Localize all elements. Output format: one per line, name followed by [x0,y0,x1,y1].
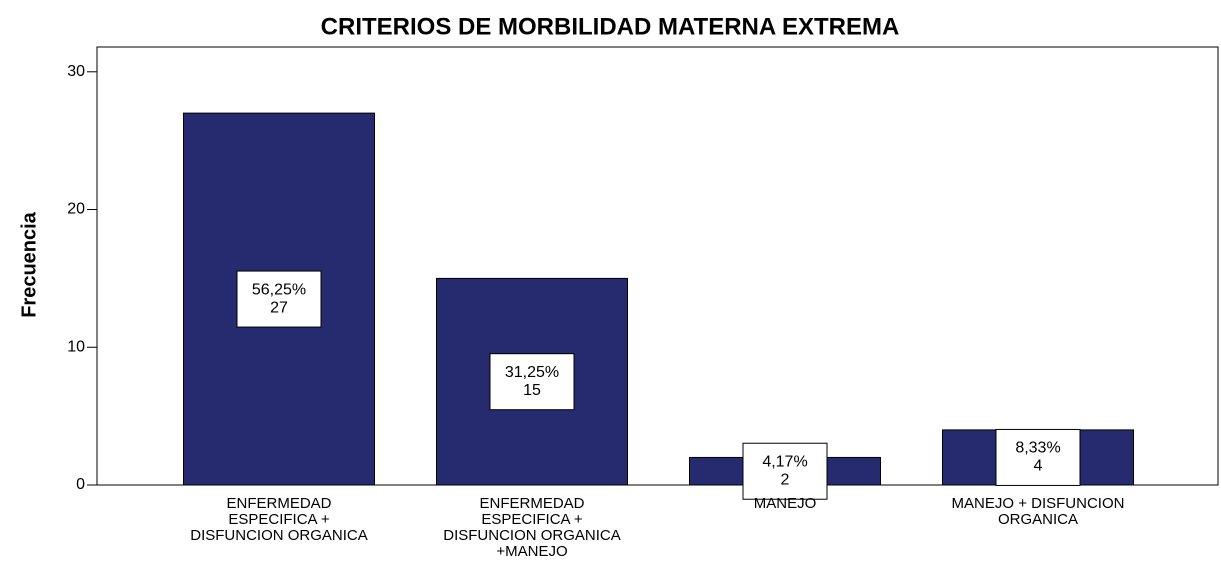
data-label-value: 2 [781,471,790,488]
x-tick-label: MANEJO + DISFUNCION ORGANICA [951,495,1125,528]
y-tick-label: 30 [67,63,85,80]
y-tick-label: 20 [67,201,85,218]
x-tick-label: ENFERMEDAD ESPECIFICA + DISFUNCION ORGAN… [190,495,368,544]
y-axis-label: Frecuencia [18,211,40,317]
data-label-box [236,270,322,328]
chart-title: CRITERIOS DE MORBILIDAD MATERNA EXTREMA [321,13,900,40]
y-tick-label: 10 [67,338,85,355]
data-label-percent: 56,25% [252,281,306,298]
data-label-percent: 4,17% [762,453,807,470]
data-label-value: 27 [270,299,288,316]
data-label-box [489,353,575,411]
data-label-percent: 31,25% [505,364,559,381]
data-label-value: 15 [523,382,541,399]
data-label-value: 4 [1034,458,1043,475]
data-label-box [995,428,1081,486]
x-tick-label: ENFERMEDAD ESPECIFICA + DISFUNCION ORGAN… [443,495,621,560]
plot-frame [96,46,1219,486]
data-label-box [742,442,828,500]
data-label-percent: 8,33% [1015,440,1060,457]
x-tick-label: MANEJO [753,495,817,512]
y-tick-label: 0 [76,476,85,493]
